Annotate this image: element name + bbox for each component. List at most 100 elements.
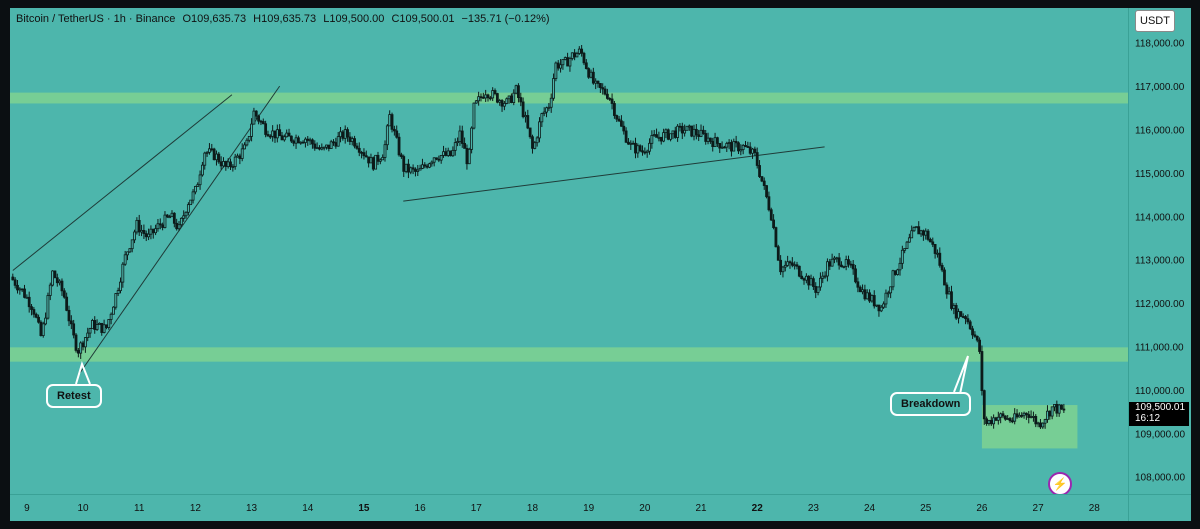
candle-body bbox=[168, 216, 172, 219]
candle-10 bbox=[34, 312, 38, 319]
candle-body bbox=[786, 261, 790, 266]
candle-125 bbox=[304, 137, 307, 148]
candle-369 bbox=[875, 304, 878, 308]
candle-273 bbox=[650, 130, 654, 149]
candle-364 bbox=[863, 284, 867, 301]
candle-16 bbox=[48, 282, 52, 301]
candle-404 bbox=[957, 308, 960, 324]
candle-280 bbox=[666, 128, 670, 141]
candle-body bbox=[444, 151, 448, 156]
candle-370 bbox=[877, 304, 881, 317]
candle-410 bbox=[971, 325, 974, 339]
bar-countdown: 16:12 bbox=[1135, 412, 1161, 424]
candle-233 bbox=[556, 60, 560, 71]
zone-2 bbox=[981, 405, 1078, 449]
candle-51 bbox=[130, 239, 134, 253]
retest-pointer bbox=[75, 360, 91, 385]
candle-body bbox=[950, 291, 953, 309]
candle-444 bbox=[1050, 406, 1054, 420]
candle-body bbox=[521, 101, 525, 118]
candle-121 bbox=[294, 134, 298, 149]
candle-body bbox=[102, 324, 106, 333]
candle-111 bbox=[271, 125, 275, 142]
candle-254 bbox=[605, 88, 609, 100]
candle-309 bbox=[734, 135, 738, 148]
time-axis[interactable]: 9 10 11 12 13 14 15 16 17 18 19 20 21 22 23 24 25 26 27 28 bbox=[10, 494, 1128, 521]
candle-body bbox=[959, 311, 963, 317]
candle-body bbox=[575, 53, 579, 58]
candle-body bbox=[224, 161, 228, 167]
candle-body bbox=[32, 309, 36, 315]
candle-body bbox=[694, 128, 698, 136]
candle-body bbox=[486, 94, 490, 99]
candle-302 bbox=[718, 142, 722, 154]
candle-50 bbox=[128, 248, 132, 253]
candle-body bbox=[231, 166, 235, 168]
candle-body bbox=[357, 147, 361, 153]
candle-body bbox=[322, 146, 326, 149]
candle-322 bbox=[765, 185, 768, 199]
candle-133 bbox=[322, 146, 326, 151]
candle-60 bbox=[151, 228, 155, 239]
candle-340 bbox=[807, 275, 811, 290]
candle-body bbox=[88, 328, 92, 334]
candle-body bbox=[318, 147, 321, 150]
candle-281 bbox=[669, 133, 672, 142]
candle-body bbox=[648, 142, 651, 152]
candle-180 bbox=[432, 157, 436, 167]
candle-body bbox=[495, 93, 499, 103]
candle-body bbox=[540, 113, 544, 123]
candle-131 bbox=[318, 145, 321, 151]
candle-body bbox=[547, 106, 551, 109]
candle-body bbox=[1062, 408, 1066, 411]
candle-body bbox=[804, 275, 808, 281]
candle-223 bbox=[533, 140, 537, 150]
candle-body bbox=[879, 306, 883, 312]
currency-button[interactable]: USDT bbox=[1135, 10, 1175, 32]
candle-36 bbox=[95, 319, 99, 331]
candle-156 bbox=[376, 151, 380, 166]
flash-icon[interactable]: ⚡ bbox=[1048, 472, 1072, 494]
candle-body bbox=[119, 281, 122, 292]
candle-body bbox=[524, 115, 527, 118]
candle-13 bbox=[41, 321, 45, 338]
candle-260 bbox=[620, 115, 623, 127]
candle-86 bbox=[212, 147, 216, 161]
candle-body bbox=[1034, 415, 1038, 425]
candle-body bbox=[275, 129, 279, 139]
candle-body bbox=[210, 148, 214, 151]
candle-body bbox=[718, 142, 722, 149]
candle-286 bbox=[680, 122, 684, 140]
candle-12 bbox=[39, 320, 43, 337]
candle-body bbox=[371, 157, 375, 170]
candle-body bbox=[854, 268, 857, 283]
candle-252 bbox=[601, 83, 605, 95]
candle-320 bbox=[760, 176, 764, 183]
candle-175 bbox=[421, 158, 424, 170]
candle-body bbox=[634, 142, 637, 154]
candle-body bbox=[629, 142, 633, 145]
candle-body bbox=[46, 295, 50, 319]
candle-body bbox=[847, 259, 850, 265]
candle-292 bbox=[694, 123, 698, 140]
candle-body bbox=[339, 131, 342, 138]
y-tick-label: 116,000.00 bbox=[1135, 126, 1185, 137]
candle-266 bbox=[634, 137, 637, 159]
candle-body bbox=[306, 138, 310, 141]
price-axis[interactable]: 108,000.00 109,000.00 110,000.00 111,000.00… bbox=[1128, 8, 1191, 494]
price-chart[interactable] bbox=[10, 8, 1128, 494]
plot-area[interactable]: Bitcoin / TetherUS · 1h · Binance O109,6… bbox=[10, 8, 1128, 494]
candle-body bbox=[938, 252, 942, 266]
candle-body bbox=[257, 115, 261, 122]
candle-body bbox=[184, 211, 188, 217]
candle-38 bbox=[100, 322, 104, 336]
trendline-2 bbox=[403, 146, 825, 202]
candle-34 bbox=[90, 318, 94, 329]
candle-body bbox=[980, 351, 984, 391]
candle-body bbox=[1048, 410, 1052, 417]
candle-232 bbox=[554, 61, 558, 82]
candle-6 bbox=[25, 294, 29, 299]
candle-body bbox=[1001, 413, 1005, 417]
candle-body bbox=[940, 264, 944, 271]
candle-108 bbox=[264, 120, 268, 138]
